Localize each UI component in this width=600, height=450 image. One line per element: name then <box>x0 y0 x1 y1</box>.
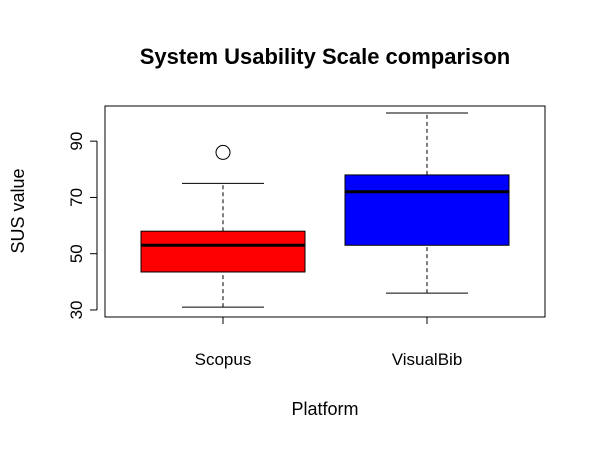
y-axis-label: SUS value <box>8 168 28 253</box>
y-axis: 30 50 70 90 <box>67 132 98 320</box>
y-tick-label: 90 <box>67 132 86 151</box>
scopus-outlier-point <box>215 144 231 160</box>
y-tick-label: 70 <box>67 188 86 207</box>
chart-title: System Usability Scale comparison <box>140 44 511 69</box>
x-axis-label: Platform <box>291 399 358 419</box>
y-tick-label: 50 <box>67 244 86 263</box>
scopus-box <box>140 230 306 273</box>
visualbib-box <box>344 174 510 246</box>
y-tick-label: 30 <box>67 301 86 320</box>
x-tick-label-visualbib: VisualBib <box>392 350 463 369</box>
box-group <box>140 112 510 308</box>
x-tick-label-scopus: Scopus <box>195 350 252 369</box>
x-axis: Scopus VisualBib <box>195 316 463 369</box>
